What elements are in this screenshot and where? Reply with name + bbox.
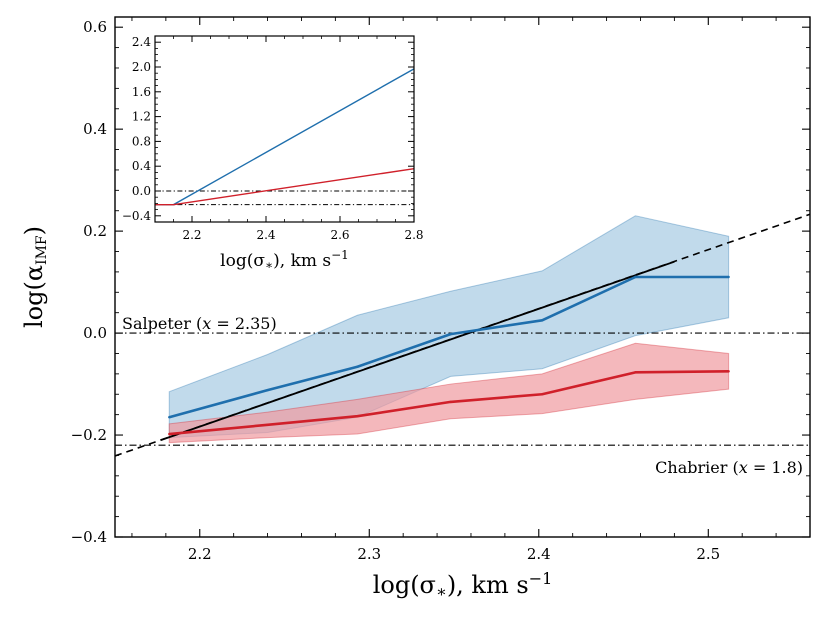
series-point-red (540, 393, 544, 396)
y-tick-label: 0.2 (83, 222, 107, 240)
series-point-blue (266, 388, 269, 392)
inset-ticks: 2.2 2.4 2.6 2.8 −0.4 0.0 0.4 0.8 1.2 1.6 2.0 2.4 (122, 35, 424, 242)
series-point-blue (449, 332, 452, 336)
series-point-red (449, 400, 452, 404)
inset-x-axis-label: log(σ∗), km s−1 (220, 248, 349, 272)
series-point-blue (356, 365, 359, 368)
series-point-red (356, 414, 359, 418)
inset-y-tick-label: 0.0 (132, 184, 151, 198)
series-point-blue (634, 275, 637, 279)
y-tick-label: −0.4 (71, 528, 107, 546)
main-plot-frame (114, 16, 811, 538)
main-y-axis-label: log(αIMF) (20, 226, 50, 328)
inset-x-tick-label: 2.4 (256, 228, 275, 242)
inset-x-tick-label: 2.8 (404, 228, 423, 242)
main-bands (168, 215, 730, 444)
inset-y-tick-label: −0.4 (122, 209, 152, 223)
main-lines (114, 213, 811, 457)
inset-lines (155, 68, 415, 206)
series-point-blue (540, 319, 544, 322)
x-tick-label: 2.5 (696, 545, 720, 563)
x-tick-label: 2.3 (357, 545, 381, 563)
main-x-axis-label: log(σ∗), km s−1 (373, 569, 553, 602)
y-tick-label: −0.2 (71, 426, 107, 444)
series-point-blue (168, 415, 171, 419)
main-ticks: 2.2 2.3 2.4 2.5 −0.4 −0.2 0.0 0.2 0.4 0.6 (71, 17, 810, 563)
y-tick-label: 0.0 (83, 324, 107, 342)
inset-y-tick-label: 0.4 (132, 159, 151, 173)
series-point-red (168, 432, 171, 436)
inset-series-line-red (155, 167, 415, 206)
inset-y-tick-label: 0.8 (132, 134, 151, 148)
inset-x-tick-label: 2.2 (182, 228, 201, 242)
series-point-red (266, 423, 269, 427)
y-tick-label: 0.4 (83, 120, 107, 138)
chabrier-label: Chabrier (x = 1.8) (655, 458, 803, 477)
inset-y-tick-label: 2.0 (132, 60, 151, 74)
series-point-red (727, 370, 730, 373)
fit-line (160, 260, 675, 441)
inset-y-tick-label: 1.2 (132, 110, 151, 124)
series-point-blue (727, 275, 730, 279)
x-tick-label: 2.4 (527, 545, 551, 563)
inset-y-tick-label: 1.6 (132, 85, 151, 99)
salpeter-label: Salpeter (x = 2.35) (122, 314, 277, 333)
inset-y-tick-label: 2.4 (132, 35, 151, 49)
inset-background (155, 36, 414, 222)
x-tick-label: 2.2 (188, 545, 212, 563)
series-point-red (634, 371, 637, 374)
y-tick-label: 0.6 (83, 18, 107, 36)
inset-x-tick-label: 2.6 (330, 228, 349, 242)
band-red (168, 342, 730, 444)
